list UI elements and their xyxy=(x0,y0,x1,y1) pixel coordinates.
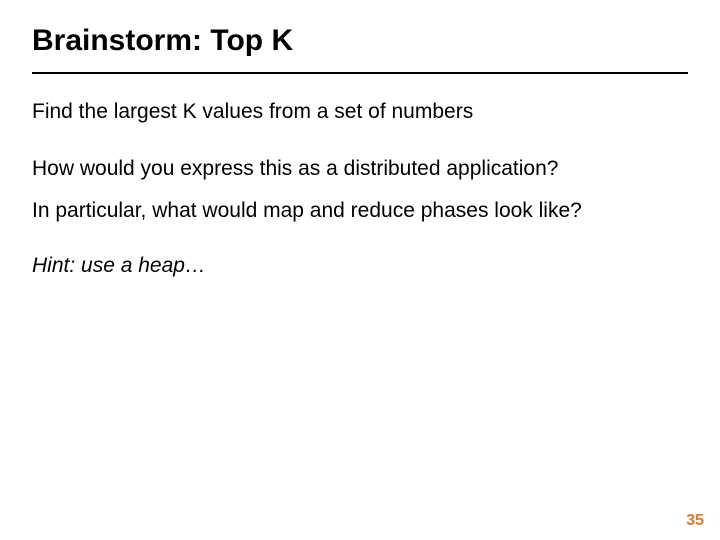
title-underline xyxy=(32,72,688,74)
body-line-1: Find the largest K values from a set of … xyxy=(32,98,688,125)
slide: Brainstorm: Top K Find the largest K val… xyxy=(0,0,720,540)
body-line-3: In particular, what would map and reduce… xyxy=(32,197,688,224)
page-number: 35 xyxy=(686,512,704,530)
hint-line: Hint: use a heap… xyxy=(32,254,688,278)
body-line-2: How would you express this as a distribu… xyxy=(32,155,688,182)
slide-title: Brainstorm: Top K xyxy=(32,24,688,58)
